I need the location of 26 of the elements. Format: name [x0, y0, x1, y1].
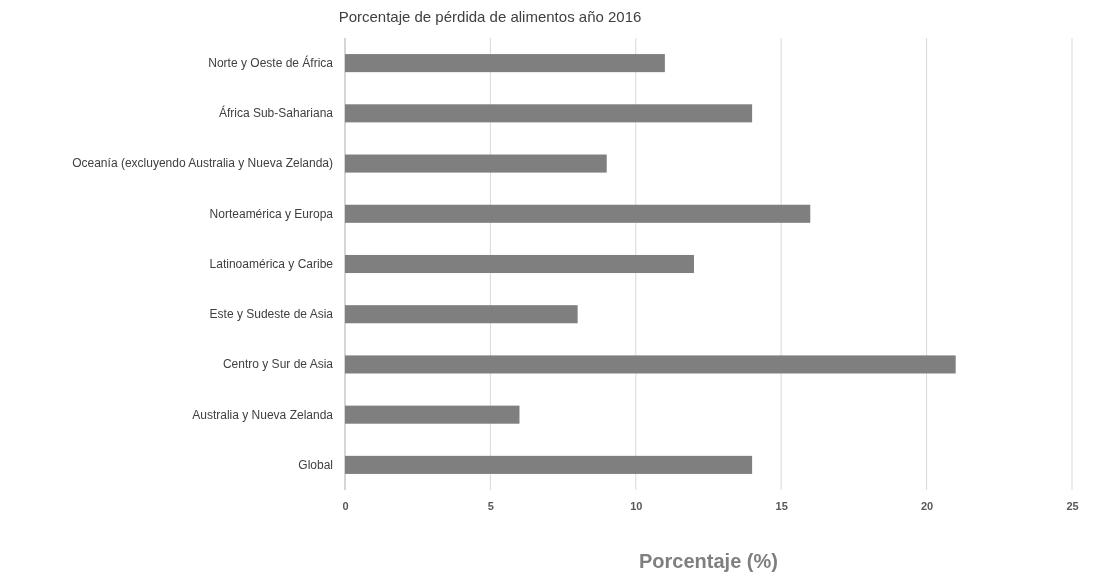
y-tick-label: Norte y Oeste de África [208, 54, 334, 70]
bar [345, 154, 607, 173]
x-tick-label: 5 [487, 499, 494, 512]
x-tick-label: 0 [342, 499, 349, 512]
bar [345, 405, 520, 424]
x-tick-label: 15 [775, 499, 788, 512]
y-tick-label: Norteamérica y Europa [209, 206, 334, 221]
bar [345, 355, 956, 374]
x-axis-title: Porcentaje (%) [639, 550, 778, 572]
bar [345, 54, 665, 73]
x-tick-label: 25 [1066, 499, 1079, 512]
y-tick-label: Este y Sudeste de Asia [209, 307, 334, 322]
bar [345, 455, 753, 474]
bar [345, 305, 578, 324]
y-tick-label: África Sub-Sahariana [218, 105, 334, 121]
chart-title: Porcentaje de pérdida de alimentos año 2016 [338, 8, 642, 25]
y-tick-label: Latinoamérica y Caribe [209, 256, 334, 271]
y-tick-label: Australia y Nueva Zelanda [192, 407, 334, 422]
y-tick-label: Centro y Sur de Asia [222, 357, 334, 372]
x-tick-label: 20 [920, 499, 934, 512]
x-tick-label: 10 [630, 499, 643, 512]
bar [345, 104, 753, 123]
bar [345, 204, 811, 223]
y-tick-label: Oceanía (excluyendo Australia y Nueva Zelanda) [72, 156, 333, 171]
y-tick-label: Global [298, 457, 333, 472]
bar [345, 254, 694, 274]
